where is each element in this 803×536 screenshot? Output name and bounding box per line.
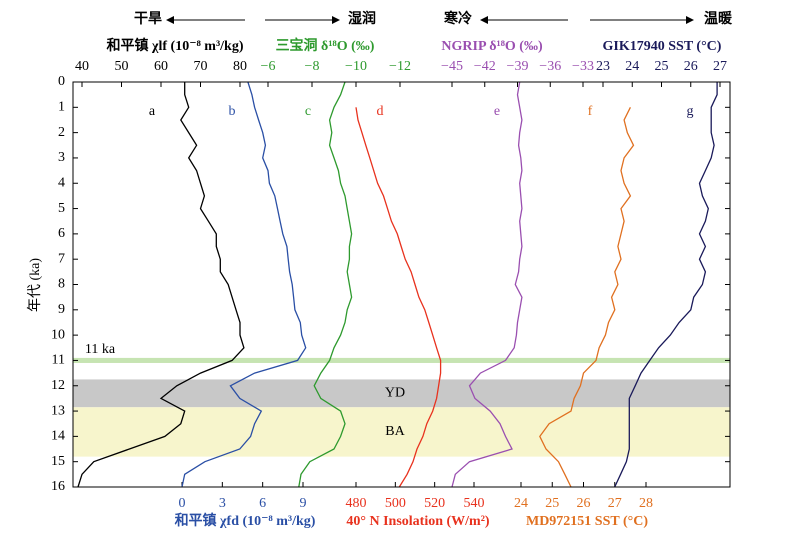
x-tick-label: 24 [514,496,528,511]
x-tick-label: 40 [75,59,89,74]
arrow-head [686,16,694,24]
x-tick-label: 9 [300,496,307,511]
y-axis-title: 年代 (ka) [27,258,43,312]
header: 干旱 湿润 寒冷 温暖 [134,10,733,27]
band-label: BA [385,424,405,439]
series-label: a [149,104,156,119]
x-tick-label: 24 [625,59,639,74]
y-tick-label: 2 [58,125,65,140]
x-tick-label: 500 [385,496,406,511]
y-tick-label: 6 [58,226,65,241]
axis-title: MD972151 SST (°C) [526,514,648,529]
series-line [77,82,245,488]
series-label: f [588,104,593,119]
x-tick-label: 70 [194,59,208,74]
x-tick-label: 3 [219,496,226,511]
header-label: 温暖 [704,10,733,27]
x-tick-label: 25 [545,496,559,511]
band [73,407,730,457]
x-tick-label: 540 [464,496,485,511]
axis-title: 和平镇 χlf (10⁻⁸ m³/kg) [107,37,244,54]
x-tick-label: −10 [345,59,367,74]
y-tick-label: 5 [58,201,65,216]
x-tick-label: 50 [115,59,129,74]
series-line [355,107,442,488]
axis-title: 和平镇 χfd (10⁻⁸ m³/kg) [175,512,316,529]
x-tick-label: 520 [424,496,445,511]
header-label: 寒冷 [444,10,472,27]
x-tick-label: 80 [233,59,247,74]
x-tick-label: 28 [639,496,653,511]
y-tick-label: 13 [51,403,65,418]
x-tick-label: −36 [539,59,561,74]
series-line [181,81,307,488]
axis-title: 40° N Insolation (W/m²) [346,514,490,529]
y-tick-label: 9 [58,302,65,317]
plot-frame [72,81,731,488]
arrow-head [166,16,174,24]
band [73,357,730,363]
x-tick-label: 25 [655,59,669,74]
x-tick-label: −45 [441,59,463,74]
x-tick-label: −39 [507,59,529,74]
series-line [614,82,718,488]
x-tick-label: 60 [154,59,168,74]
x-tick-label: −33 [572,59,594,74]
x-tick-label: −8 [305,59,320,74]
y-tick-label: 14 [51,429,65,444]
y-tick-label: 16 [51,479,65,494]
y-tick-label: 1 [58,100,65,115]
series-label: b [229,104,236,119]
series-line [451,81,523,488]
x-tick-label: 480 [346,496,367,511]
axis-title: NGRIP δ¹⁸O (‰) [441,39,543,54]
header-label: 干旱 [134,11,162,27]
x-tick-label: 0 [179,496,186,511]
x-tick-label: −42 [474,59,496,74]
axis-title: 三宝洞 δ¹⁸O (‰) [276,37,375,54]
y-tick-label: 12 [51,378,65,393]
x-tick-label: 26 [577,496,591,511]
x-tick-label: 26 [684,59,698,74]
y-tick-label: 11 [52,353,65,368]
axis-title: GIK17940 SST (°C) [603,39,722,54]
series-label: g [687,104,694,119]
y-tick-label: 7 [58,251,65,266]
x-tick-label: 23 [596,59,610,74]
series-label: e [494,104,500,119]
band [73,379,730,408]
x-tick-label: 6 [259,496,266,511]
series-line [539,107,635,488]
y-tick-label: 15 [51,454,65,469]
y-tick-label: 8 [58,277,65,292]
header-label: 湿润 [348,10,376,27]
x-tick-label: 27 [608,496,622,511]
x-tick-label: −12 [389,59,411,74]
x-tick-label: −6 [261,59,276,74]
series-label: c [305,104,311,119]
series-line [298,81,353,488]
band-label: YD [385,386,405,401]
y-tick-label: 4 [58,175,65,190]
y-tick-label: 10 [51,327,65,342]
y-tick-label: 3 [58,150,65,165]
arrow-head [332,16,340,24]
x-tick-label: 27 [713,59,727,74]
series-label: d [377,104,384,119]
arrow-head [480,16,488,24]
y-tick-label: 0 [58,74,65,89]
band-label: 11 ka [85,342,116,357]
